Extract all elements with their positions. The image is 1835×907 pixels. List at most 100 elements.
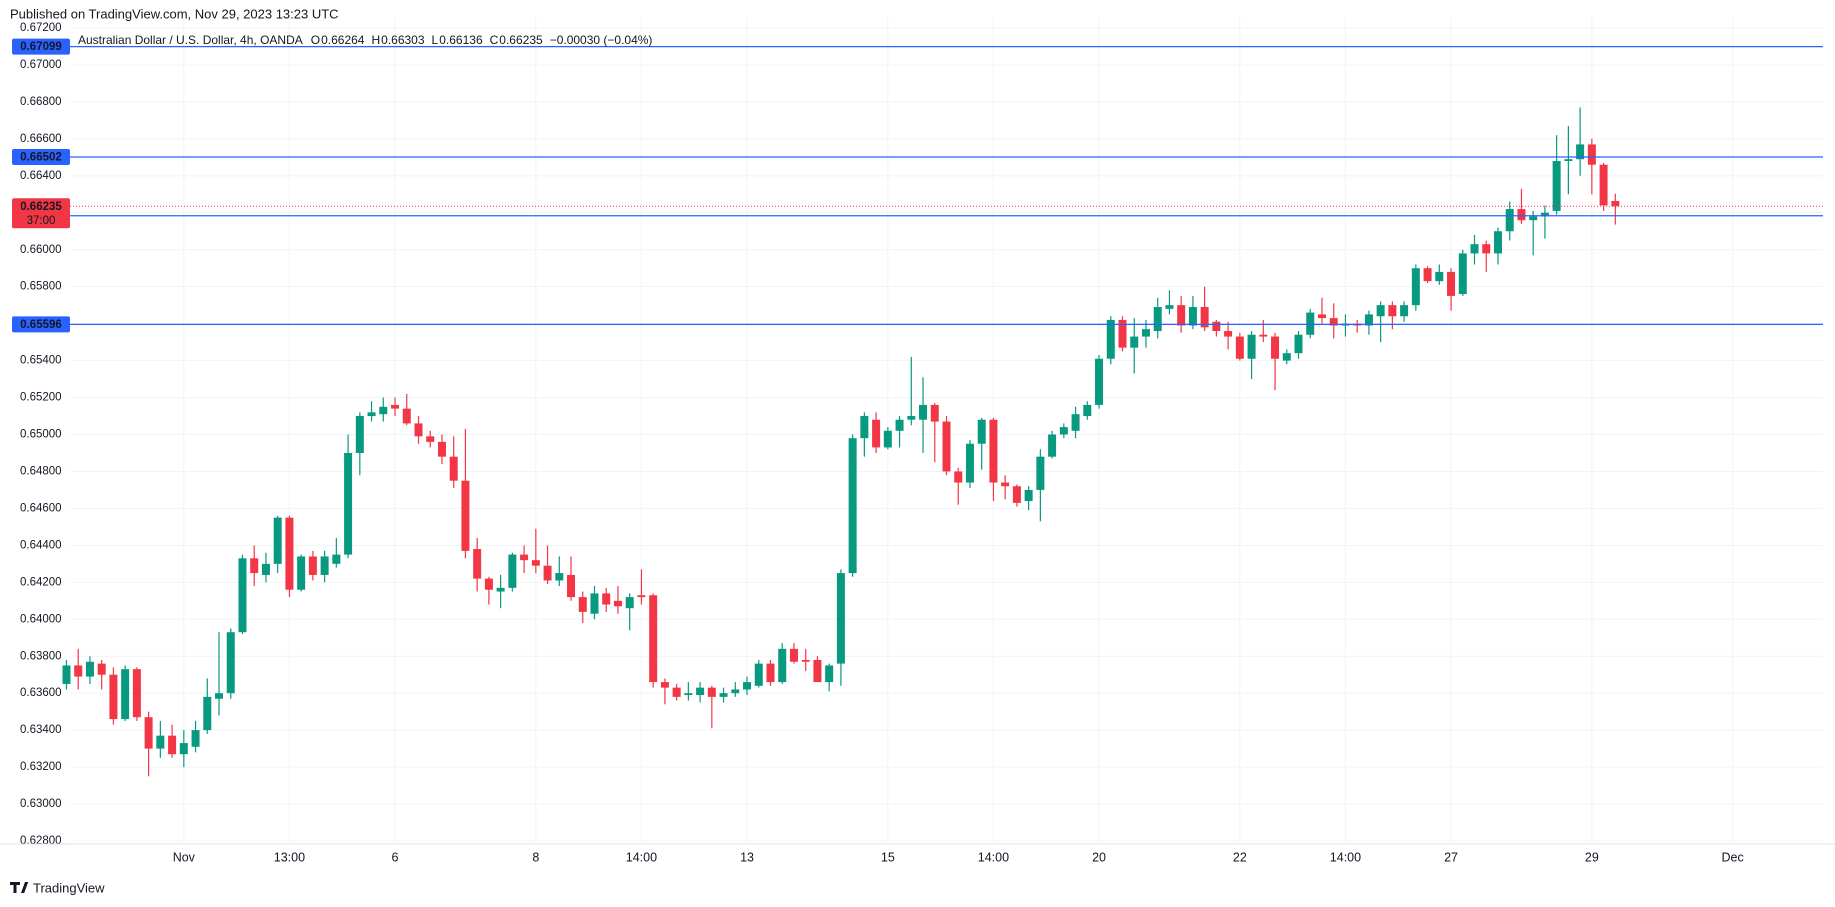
y-tick-label: 0.66800 [20,96,62,108]
candle-body [297,556,306,590]
candle-body [754,663,763,686]
legend-field-value: 0.66264 [321,33,365,47]
candle-body [813,659,822,683]
candle-body [1306,312,1315,335]
candle-body [555,573,564,581]
candle-body [825,665,834,683]
candle-body [1024,489,1033,502]
x-tick-label: 29 [1585,850,1599,864]
y-tick-label: 0.65800 [20,281,62,293]
candle-body [1493,231,1502,254]
candle-body [273,517,282,564]
candle-body [179,743,188,755]
symbol-legend: Australian Dollar / U.S. Dollar, 4h, OAN… [78,33,303,47]
candle-body [1458,253,1467,295]
y-tick-label: 0.63000 [20,798,62,810]
candle-body [696,687,705,696]
candle-body [391,404,400,409]
y-tick-label: 0.67200 [20,22,62,34]
candle-body [426,436,435,442]
candle-body [97,663,106,675]
candle-body [1001,482,1010,487]
x-tick-label: 22 [1233,850,1247,864]
y-tick-label: 0.67000 [20,59,62,71]
x-tick-label: 13:00 [274,850,305,864]
candle-body [848,438,857,574]
y-tick-label: 0.64400 [20,539,62,551]
candle-body [144,717,153,749]
x-tick-label: 13 [740,850,754,864]
candle-body [238,558,247,633]
candle-body [895,419,904,431]
candle-body [649,595,658,683]
y-tick-label: 0.64600 [20,502,62,514]
brand: TradingView [33,880,105,895]
candle-body [85,661,94,677]
legend-field-name: O [311,33,320,47]
candle-body [1294,334,1303,354]
candles [62,107,1620,777]
candle-body [367,412,376,417]
candle-body [508,554,517,588]
brand-logo [10,882,29,893]
candle-body [766,663,775,683]
candle-body [637,595,646,598]
legend-field-value: 0.66235 [499,33,543,47]
candle-body [344,452,353,555]
y-tick-label: 0.63600 [20,687,62,699]
candle-body [1576,144,1585,160]
y-tick-label: 0.64000 [20,613,62,625]
candle-body [168,735,177,755]
candle-body [355,416,364,453]
candle-body [1364,314,1373,326]
candle-body [379,406,388,415]
candle-body [1329,318,1338,326]
candle-body [1376,305,1385,317]
last-price-label: 0.66235 [20,201,62,213]
candle-body [1611,200,1620,207]
candle-body [930,404,939,422]
candle-body [156,735,165,749]
x-tick-label: 14:00 [626,850,657,864]
candle-body [449,456,458,481]
candle-body [1317,314,1326,319]
y-tick-label: 0.64200 [20,576,62,588]
candle-body [1435,271,1444,282]
candle-body [261,563,270,575]
candle-body [1012,486,1021,503]
candle-body [602,593,611,605]
candle-body [801,659,810,662]
candle-body [860,416,869,439]
candle-body [942,421,951,472]
candle-body [743,682,752,690]
price-label: 0.67099 [20,41,62,53]
candle-body [226,632,235,694]
candle-body [1388,305,1397,317]
candle-body [1447,271,1456,296]
candle-body [1423,268,1432,282]
candle-body [1106,319,1115,359]
candle-body [1282,353,1291,361]
y-tick-label: 0.65400 [20,355,62,367]
x-tick-label: 6 [392,850,399,864]
candle-body [778,648,787,683]
candle-body [1141,329,1150,337]
candle-body [320,556,329,575]
candle-body [461,480,470,551]
y-tick-label: 0.66400 [20,170,62,182]
candle-body [1200,307,1209,328]
candle-body [719,693,728,697]
candle-body [590,593,599,614]
candle-body [672,687,681,697]
candle-body [965,443,974,483]
candle-body [625,597,634,609]
candle-body [437,441,446,457]
candle-body [1599,164,1608,206]
candle-body [567,574,576,598]
candle-body [1587,144,1596,165]
legend-field-value: 0.66303 [381,33,425,47]
candle-body [1118,319,1127,348]
candle-body [473,549,482,579]
candle-body [1059,427,1068,435]
